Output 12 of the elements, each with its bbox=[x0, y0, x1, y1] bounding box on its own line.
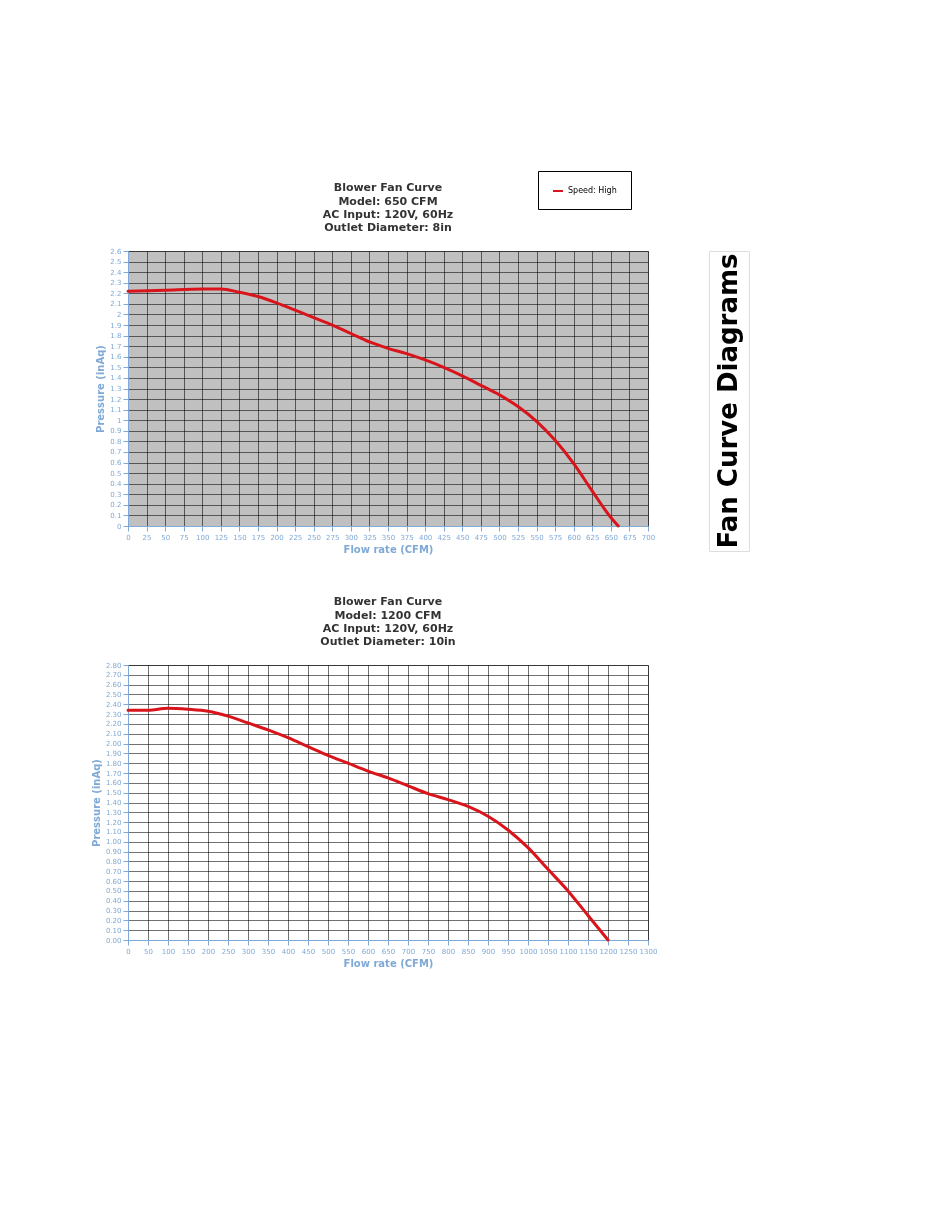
text: Fan Curve Diagrams bbox=[713, 253, 743, 549]
chart-subtitle: Model: 650 CFM AC Input: 120V, 60Hz Outlet Diameter: 8in bbox=[322, 195, 454, 234]
y-axis-title: Pressure (inAq) bbox=[95, 345, 107, 433]
line-series bbox=[126, 287, 620, 528]
chart-title: Blower Fan Curve bbox=[333, 181, 443, 194]
x-axis-title: Flow rate (CFM) bbox=[343, 543, 434, 555]
chart-subtitle: Model: 1200 CFM AC Input: 120V, 60Hz Outlet Diameter: 10in bbox=[320, 609, 456, 648]
legend-label: Speed: High bbox=[568, 186, 617, 195]
x-axis-title: Flow rate (CFM) bbox=[343, 957, 434, 969]
line-series bbox=[126, 706, 610, 942]
chart-title: Blower Fan Curve bbox=[333, 595, 443, 608]
y-axis-title: Pressure (inAq) bbox=[90, 759, 102, 847]
